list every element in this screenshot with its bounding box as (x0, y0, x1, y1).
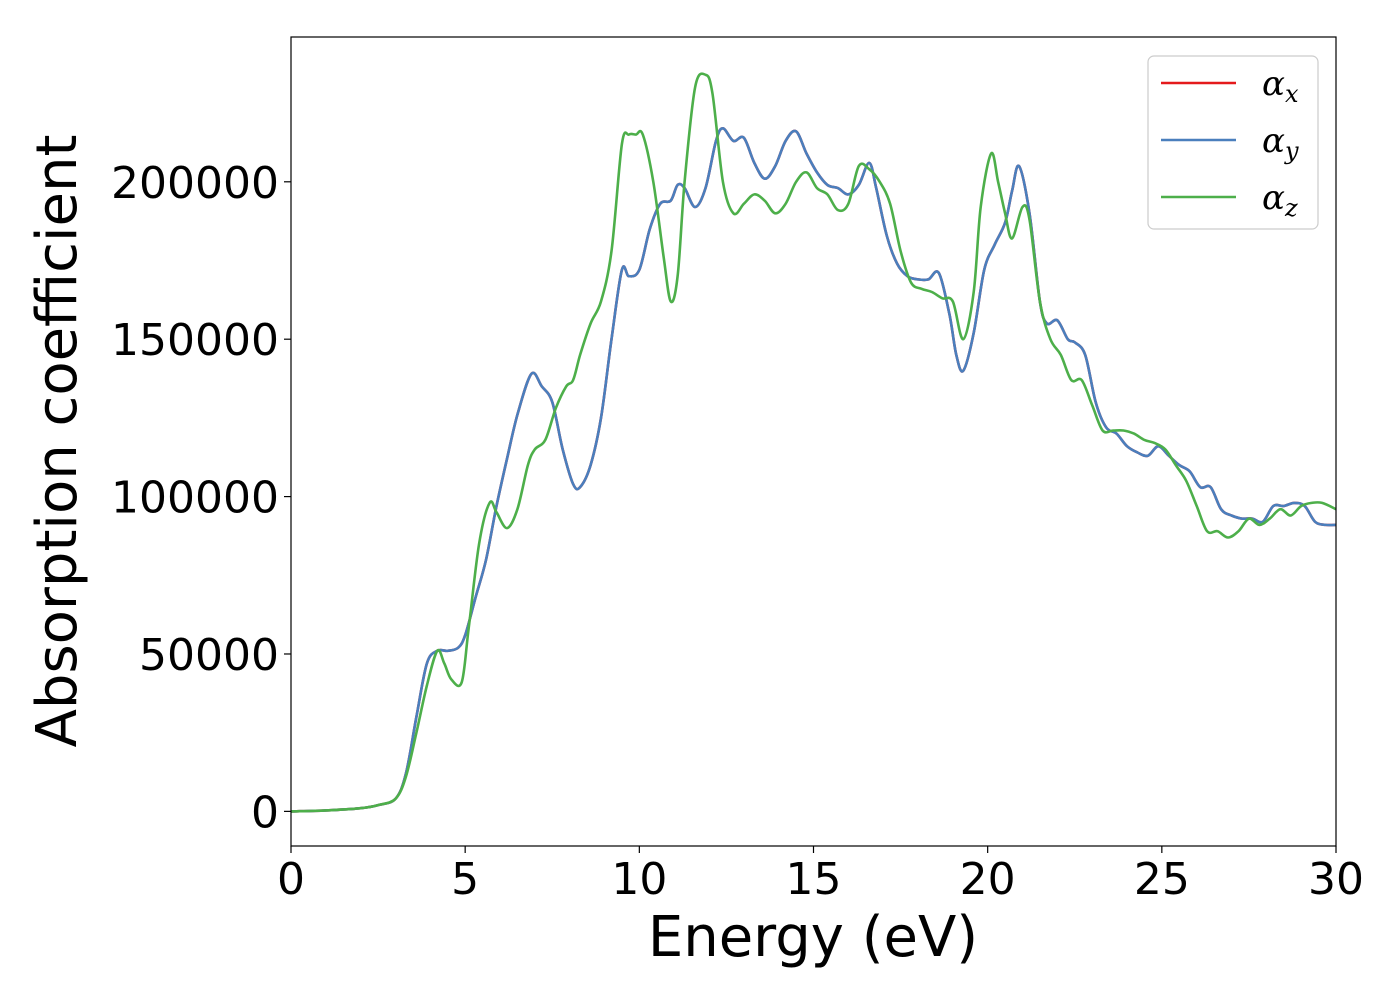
axes: 0 5 10 15 20 25 30 0 50000 100000 150000 200000 (111, 36, 1364, 905)
y-tick-label: 0 (251, 787, 279, 838)
legend-label-z: αz (1262, 178, 1298, 222)
x-axis-title: Energy (eV) (648, 905, 978, 970)
y-tick-label: 200000 (111, 158, 279, 209)
x-tick-label: 20 (960, 854, 1016, 905)
legend: αx αy αz (1147, 55, 1319, 230)
y-axis-title: Absorption coefficient (25, 135, 90, 748)
x-tick-label: 15 (786, 854, 842, 905)
series-line-z (291, 72, 1336, 813)
legend-label-y: αy (1262, 121, 1299, 165)
series-line-y (291, 127, 1336, 813)
x-tick-label: 30 (1308, 854, 1364, 905)
legend-box (1147, 55, 1319, 230)
x-tick-label: 10 (611, 854, 667, 905)
x-tick-label: 0 (277, 854, 305, 905)
y-tick-label: 50000 (139, 630, 279, 681)
legend-label-x: αx (1262, 64, 1299, 108)
plot-area (291, 72, 1336, 813)
x-tick-label: 25 (1134, 854, 1190, 905)
x-tick-label: 5 (451, 854, 479, 905)
y-tick-label: 100000 (111, 473, 279, 524)
y-tick-label: 150000 (111, 315, 279, 366)
